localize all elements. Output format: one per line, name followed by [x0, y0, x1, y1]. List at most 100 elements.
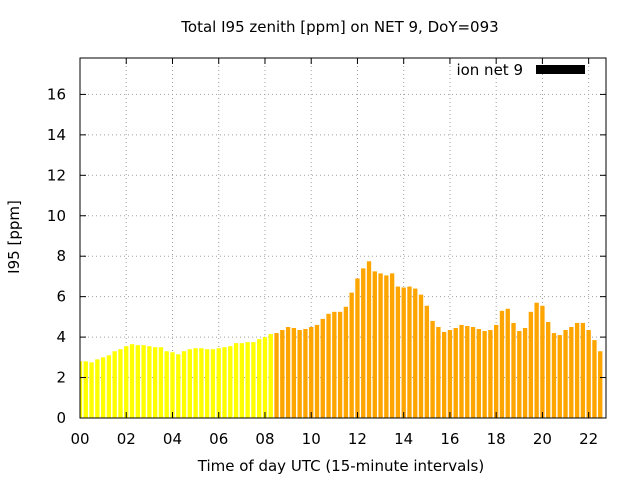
x-tick-label: 12	[348, 430, 367, 448]
bar	[268, 334, 273, 418]
x-tick-label: 00	[70, 430, 89, 448]
y-tick-label: 2	[56, 369, 66, 387]
bar	[372, 271, 377, 418]
bar	[470, 326, 476, 418]
x-tick-label: 14	[394, 430, 413, 448]
x-tick-label: 10	[302, 430, 321, 448]
bar	[239, 343, 245, 418]
bar	[580, 322, 586, 418]
x-tick-label: 18	[487, 430, 506, 448]
bar	[482, 331, 487, 418]
bar	[447, 330, 453, 418]
bar	[309, 326, 314, 418]
bar	[563, 330, 568, 418]
bar	[337, 311, 343, 418]
bar	[176, 354, 181, 418]
bar	[326, 313, 331, 418]
y-tick-label: 12	[47, 166, 66, 184]
y-tick-label: 8	[56, 247, 66, 265]
bar	[505, 308, 510, 418]
bar	[511, 322, 516, 418]
bar	[303, 329, 308, 418]
bar	[494, 324, 499, 418]
x-axis-tick-labels: 00 02 04 06 08 10 12 14 16 18 20 22	[70, 430, 598, 448]
bar	[413, 288, 418, 418]
bar	[124, 346, 129, 418]
bar	[361, 268, 366, 418]
bar	[170, 352, 175, 418]
bar	[332, 311, 337, 418]
legend-entry-swatch	[536, 65, 585, 74]
legend: ion net 9	[456, 61, 585, 79]
bar	[141, 345, 146, 418]
bar	[280, 330, 285, 418]
bar	[112, 351, 117, 418]
bar	[343, 306, 349, 418]
bar	[430, 320, 435, 418]
bar	[187, 349, 192, 418]
bar	[569, 326, 574, 418]
bar	[355, 278, 360, 418]
bar	[297, 330, 302, 418]
bar	[164, 351, 169, 418]
bar	[441, 332, 447, 418]
bar	[291, 328, 297, 418]
bar	[534, 302, 539, 418]
y-tick-label: 16	[47, 85, 66, 103]
x-tick-label: 04	[163, 430, 182, 448]
bar	[522, 328, 528, 418]
bar	[453, 328, 458, 418]
bar	[314, 324, 320, 418]
bar	[418, 294, 424, 418]
bar	[181, 351, 187, 418]
bar	[528, 311, 534, 418]
bar	[598, 351, 603, 418]
bar	[95, 359, 100, 418]
bar	[147, 346, 152, 418]
bar	[465, 325, 470, 418]
x-tick-label: 06	[209, 430, 228, 448]
bar	[262, 337, 268, 418]
plot-area-frame	[79, 57, 607, 419]
bar	[424, 305, 429, 418]
bar	[551, 333, 557, 418]
bar	[378, 273, 383, 418]
x-tick-label: 02	[117, 430, 136, 448]
bar	[592, 340, 597, 418]
y-axis-tick-labels: 0 2 4 6 8 10 12 14 16	[47, 85, 66, 427]
bar	[106, 355, 112, 418]
x-tick-label: 20	[533, 430, 552, 448]
bar	[488, 330, 493, 418]
bar	[401, 287, 406, 418]
bar	[152, 347, 158, 418]
bar	[285, 326, 291, 418]
bar	[89, 362, 94, 418]
bar	[476, 329, 482, 418]
bar-series-ion-net-9	[80, 261, 603, 418]
bar	[83, 361, 88, 418]
bar	[574, 322, 580, 418]
bar	[135, 345, 140, 418]
bar	[586, 330, 591, 418]
x-tick-label: 08	[255, 430, 274, 448]
bar	[366, 261, 372, 418]
legend-entry-label: ion net 9	[456, 61, 523, 79]
y-tick-label: 14	[47, 126, 66, 144]
bar	[158, 347, 164, 418]
y-axis-label: I95 [ppm]	[5, 200, 23, 274]
bar	[118, 349, 123, 418]
bar	[546, 321, 551, 418]
bar	[216, 348, 221, 418]
bar	[129, 344, 135, 418]
bar	[557, 335, 562, 418]
y-tick-label: 4	[56, 328, 66, 346]
bar	[245, 342, 250, 418]
bar	[517, 331, 522, 418]
bar	[228, 346, 233, 418]
bar	[100, 357, 106, 418]
bar	[210, 349, 216, 418]
bar	[233, 343, 239, 418]
bar	[204, 349, 210, 418]
bar	[389, 273, 395, 418]
